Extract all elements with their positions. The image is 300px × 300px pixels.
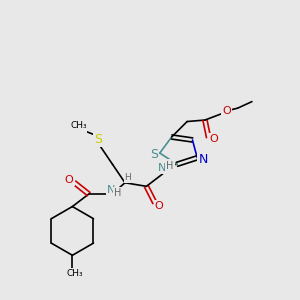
Text: O: O <box>209 134 218 144</box>
Text: H: H <box>124 173 131 182</box>
Text: N: N <box>107 185 115 196</box>
Text: H: H <box>114 188 121 199</box>
Text: S: S <box>78 120 86 133</box>
Text: N: N <box>199 153 208 166</box>
Text: S: S <box>150 148 158 161</box>
Text: CH₃: CH₃ <box>67 268 83 278</box>
Text: CH₃: CH₃ <box>70 121 87 130</box>
Text: H: H <box>167 160 174 170</box>
Text: O: O <box>222 106 231 116</box>
Text: S: S <box>94 133 103 146</box>
Text: O: O <box>155 201 164 211</box>
Text: N: N <box>158 163 166 173</box>
Text: O: O <box>65 175 74 185</box>
